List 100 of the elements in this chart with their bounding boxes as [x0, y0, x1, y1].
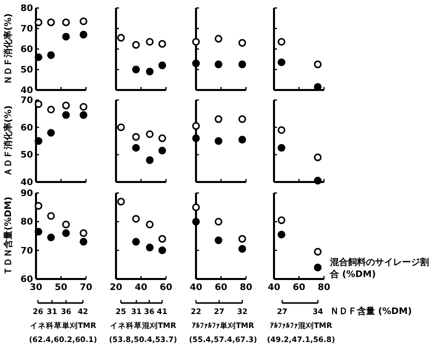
point — [278, 58, 286, 66]
y-tick-label: 90 — [20, 189, 33, 199]
y-axis-title: ＴＤＮ含量(%DM) — [3, 196, 14, 276]
point — [47, 106, 55, 114]
x-tick-label: 40 — [134, 283, 148, 293]
point — [278, 230, 286, 238]
point — [146, 68, 154, 76]
point — [192, 134, 200, 142]
y-tick-label: 70 — [20, 24, 33, 34]
point — [146, 156, 154, 164]
point — [80, 238, 88, 246]
point — [192, 218, 200, 226]
point — [47, 212, 55, 220]
point — [132, 66, 140, 74]
point — [192, 122, 200, 130]
x-tick-label: 40 — [268, 283, 280, 293]
point — [238, 115, 246, 123]
point — [117, 123, 125, 132]
point — [132, 144, 140, 152]
point — [158, 246, 166, 254]
x-tick-label: 60 — [214, 283, 228, 293]
y-axis-title: ＮＤＦ消化率(%) — [3, 13, 14, 85]
y-tick-label: 60 — [20, 45, 33, 55]
x-tick-label: 60 — [160, 283, 172, 293]
point — [158, 235, 166, 243]
y-tick-label: 70 — [20, 246, 33, 256]
point — [214, 115, 222, 123]
point — [278, 126, 286, 134]
point — [117, 34, 125, 42]
point — [192, 38, 200, 46]
point — [214, 137, 222, 145]
point — [238, 245, 246, 253]
x-tick-label: 50 — [54, 283, 68, 293]
x-tick-label: 30 — [30, 283, 42, 293]
point — [62, 32, 70, 41]
y-tick-label: 50 — [20, 150, 33, 161]
point — [214, 60, 222, 68]
point — [62, 18, 70, 26]
point — [34, 18, 42, 26]
point — [62, 102, 70, 110]
point — [278, 144, 286, 152]
point — [146, 130, 154, 138]
point — [146, 220, 154, 228]
point — [192, 203, 200, 212]
y-tick-label: 40 — [20, 178, 33, 188]
y-tick-label: 70 — [20, 96, 33, 106]
x-tick-label: 40 — [190, 283, 202, 293]
x-tick-label: 60 — [292, 283, 306, 293]
point — [146, 38, 154, 46]
point — [238, 235, 246, 243]
point — [146, 244, 154, 252]
y-tick-label: 80 — [20, 4, 33, 14]
x-axis-title: 混合飼料のサイレージ割合 (%DM) — [330, 257, 430, 281]
x-tick-label: 80 — [318, 283, 330, 293]
point — [34, 100, 42, 108]
x-tick-label: 20 — [110, 283, 122, 293]
point — [314, 264, 322, 272]
point — [238, 136, 246, 144]
point — [34, 137, 42, 145]
point — [192, 60, 200, 68]
y-tick-label: 60 — [20, 123, 33, 134]
point — [34, 53, 42, 62]
point — [132, 41, 140, 49]
point — [158, 146, 166, 154]
point — [158, 134, 166, 142]
point — [80, 17, 88, 26]
point — [80, 229, 88, 237]
point — [214, 236, 222, 244]
point — [62, 111, 70, 119]
point — [34, 228, 42, 236]
point — [80, 30, 88, 38]
point — [62, 220, 70, 228]
y-axis-title: ＡＤＦ消化率(%) — [3, 105, 14, 177]
x-tick-label: 80 — [240, 283, 252, 293]
point — [80, 111, 88, 119]
point — [47, 51, 55, 59]
point — [80, 102, 88, 111]
point — [278, 216, 286, 224]
point — [158, 62, 166, 70]
y-tick-label: 50 — [20, 66, 33, 76]
point — [47, 18, 55, 26]
y-tick-label: 40 — [20, 86, 33, 96]
point — [117, 198, 125, 206]
point — [47, 234, 55, 242]
point — [278, 38, 286, 46]
point — [132, 133, 140, 141]
point — [214, 34, 222, 43]
point — [238, 39, 246, 47]
point — [62, 229, 70, 237]
point — [34, 202, 42, 210]
point — [314, 154, 322, 162]
point — [214, 218, 222, 226]
point — [158, 40, 166, 48]
point — [132, 238, 140, 246]
point — [238, 60, 246, 68]
y-tick-label: 80 — [20, 218, 33, 228]
point — [314, 60, 322, 68]
point — [314, 176, 322, 184]
x2-axis-title: ＮＤＦ含量 (%DM) — [330, 306, 413, 318]
point — [132, 214, 140, 223]
